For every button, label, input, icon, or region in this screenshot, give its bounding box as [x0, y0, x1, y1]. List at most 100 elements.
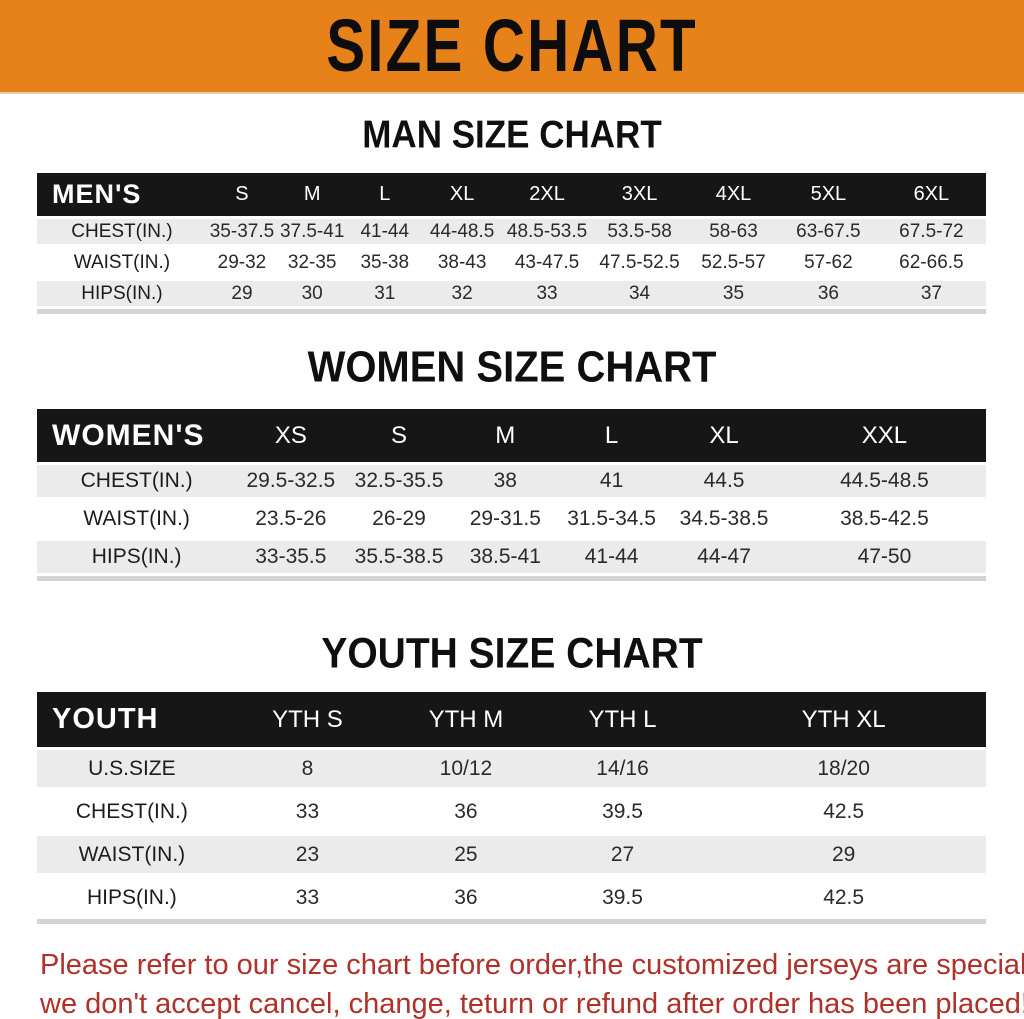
- section-women-size-chart: WOMEN SIZE CHART WOMEN'S XS S M L XL XXL CHEST(I…: [0, 342, 1024, 581]
- cell: 8: [226, 747, 389, 790]
- cell: 41: [557, 462, 666, 500]
- cell: 36: [388, 876, 544, 919]
- column-header: YTH XL: [701, 692, 986, 747]
- cell: 41-44: [557, 538, 666, 576]
- cell: 44-48.5: [422, 216, 502, 247]
- table-row: HIPS(IN.) 33-35.5 35.5-38.5 38.5-41 41-44 44-…: [37, 538, 986, 576]
- cell: 57-62: [780, 247, 877, 278]
- cell: 27: [543, 833, 702, 876]
- cell: 36: [388, 790, 544, 833]
- section-man-size-chart: MAN SIZE CHART MEN'S S M L XL 2XL 3XL 4XL 5XL 6XL C…: [0, 112, 1024, 314]
- cell: 47.5-52.5: [592, 247, 687, 278]
- cell: 34.5-38.5: [665, 500, 783, 538]
- section-youth-size-chart: YOUTH SIZE CHART YOUTH YTH S YTH M YTH L YTH …: [0, 629, 1024, 924]
- cell: 29-31.5: [452, 500, 558, 538]
- cell: 29-32: [206, 247, 278, 278]
- cell: 29.5-32.5: [236, 462, 346, 500]
- cell: 48.5-53.5: [501, 216, 593, 247]
- cell: 44.5: [665, 462, 783, 500]
- cell: 38.5-41: [452, 538, 558, 576]
- row-label: HIPS(IN.): [37, 278, 207, 309]
- cell: 41-44: [347, 216, 423, 247]
- cell: 62-66.5: [876, 247, 986, 278]
- cell: 35-38: [347, 247, 423, 278]
- cell: 32.5-35.5: [345, 462, 453, 500]
- cell: 44.5-48.5: [782, 462, 986, 500]
- cell: 25: [388, 833, 544, 876]
- column-header: S: [206, 173, 278, 216]
- cell: 32: [422, 278, 502, 309]
- row-label: WAIST(IN.): [37, 833, 227, 876]
- cell: 10/12: [388, 747, 544, 790]
- row-label: HIPS(IN.): [37, 876, 227, 919]
- cell: 39.5: [543, 790, 702, 833]
- column-header: XS: [236, 409, 346, 462]
- table-row: U.S.SIZE 8 10/12 14/16 18/20: [37, 747, 986, 790]
- footer-notice: Please refer to our size chart before or…: [0, 946, 1024, 1019]
- cell: 30: [277, 278, 348, 309]
- header-row: WOMEN'S XS S M L XL XXL: [37, 409, 986, 462]
- table-corner-label: WOMEN'S: [37, 409, 237, 462]
- cell: 44-47: [665, 538, 783, 576]
- cell: 37.5-41: [277, 216, 348, 247]
- column-header: S: [345, 409, 453, 462]
- cell: 33: [501, 278, 593, 309]
- table-corner-label: YOUTH: [37, 692, 227, 747]
- cell: 53.5-58: [592, 216, 687, 247]
- cell: 43-47.5: [501, 247, 593, 278]
- sections-container: MAN SIZE CHART MEN'S S M L XL 2XL 3XL 4XL 5XL 6XL C…: [0, 112, 1024, 924]
- cell: 31.5-34.5: [557, 500, 666, 538]
- section-heading: YOUTH SIZE CHART: [321, 629, 703, 678]
- column-header: YTH S: [226, 692, 389, 747]
- section-heading: MAN SIZE CHART: [362, 112, 662, 157]
- cell: 33: [226, 876, 389, 919]
- men-s-size-table: MEN'S S M L XL 2XL 3XL 4XL 5XL 6XL CHEST(IN.) 35-37…: [37, 173, 986, 314]
- column-header: 6XL: [876, 173, 986, 216]
- table-row: HIPS(IN.) 29 30 31 32 33 34 35 36 37: [37, 278, 986, 309]
- row-label: CHEST(IN.): [37, 462, 237, 500]
- cell: 35-37.5: [206, 216, 278, 247]
- column-header: L: [557, 409, 666, 462]
- cell: 36: [780, 278, 877, 309]
- column-header: 3XL: [592, 173, 687, 216]
- row-label: U.S.SIZE: [37, 747, 227, 790]
- header-row: MEN'S S M L XL 2XL 3XL 4XL 5XL 6XL: [37, 173, 986, 216]
- table-row: CHEST(IN.) 33 36 39.5 42.5: [37, 790, 986, 833]
- cell: 47-50: [782, 538, 986, 576]
- cell: 26-29: [345, 500, 453, 538]
- column-header: M: [277, 173, 348, 216]
- cell: 42.5: [701, 790, 986, 833]
- cell: 67.5-72: [876, 216, 986, 247]
- section-heading: WOMEN SIZE CHART: [307, 342, 717, 392]
- women-s-size-table: WOMEN'S XS S M L XL XXL CHEST(IN.) 29.5-32.5 32.5…: [37, 409, 986, 581]
- column-header: 4XL: [687, 173, 780, 216]
- cell: 35.5-38.5: [345, 538, 453, 576]
- notice-line-1: Please refer to our size chart before or…: [40, 949, 1024, 981]
- table-corner-label: MEN'S: [37, 173, 207, 216]
- youth-size-table: YOUTH YTH S YTH M YTH L YTH XL U.S.SIZE 8 10/12…: [37, 692, 986, 924]
- column-header: YTH M: [388, 692, 544, 747]
- row-label: CHEST(IN.): [37, 790, 227, 833]
- table-row: WAIST(IN.) 23 25 27 29: [37, 833, 986, 876]
- row-label: CHEST(IN.): [37, 216, 207, 247]
- cell: 32-35: [277, 247, 348, 278]
- cell: 52.5-57: [687, 247, 780, 278]
- cell: 23.5-26: [236, 500, 346, 538]
- cell: 38.5-42.5: [782, 500, 986, 538]
- cell: 29: [701, 833, 986, 876]
- cell: 63-67.5: [780, 216, 877, 247]
- cell: 38-43: [422, 247, 502, 278]
- banner: SIZE CHART: [0, 0, 1024, 94]
- cell: 31: [347, 278, 423, 309]
- cell: 39.5: [543, 876, 702, 919]
- column-header: 5XL: [780, 173, 877, 216]
- column-header: M: [452, 409, 558, 462]
- row-label: WAIST(IN.): [37, 247, 207, 278]
- table-row: CHEST(IN.) 29.5-32.5 32.5-35.5 38 41 44.5 44.5…: [37, 462, 986, 500]
- cell: 38: [452, 462, 558, 500]
- cell: 58-63: [687, 216, 780, 247]
- table-row: WAIST(IN.) 23.5-26 26-29 29-31.5 31.5-34.5 34…: [37, 500, 986, 538]
- row-label: WAIST(IN.): [37, 500, 237, 538]
- table-row: CHEST(IN.) 35-37.5 37.5-41 41-44 44-48.5 48.5…: [37, 216, 986, 247]
